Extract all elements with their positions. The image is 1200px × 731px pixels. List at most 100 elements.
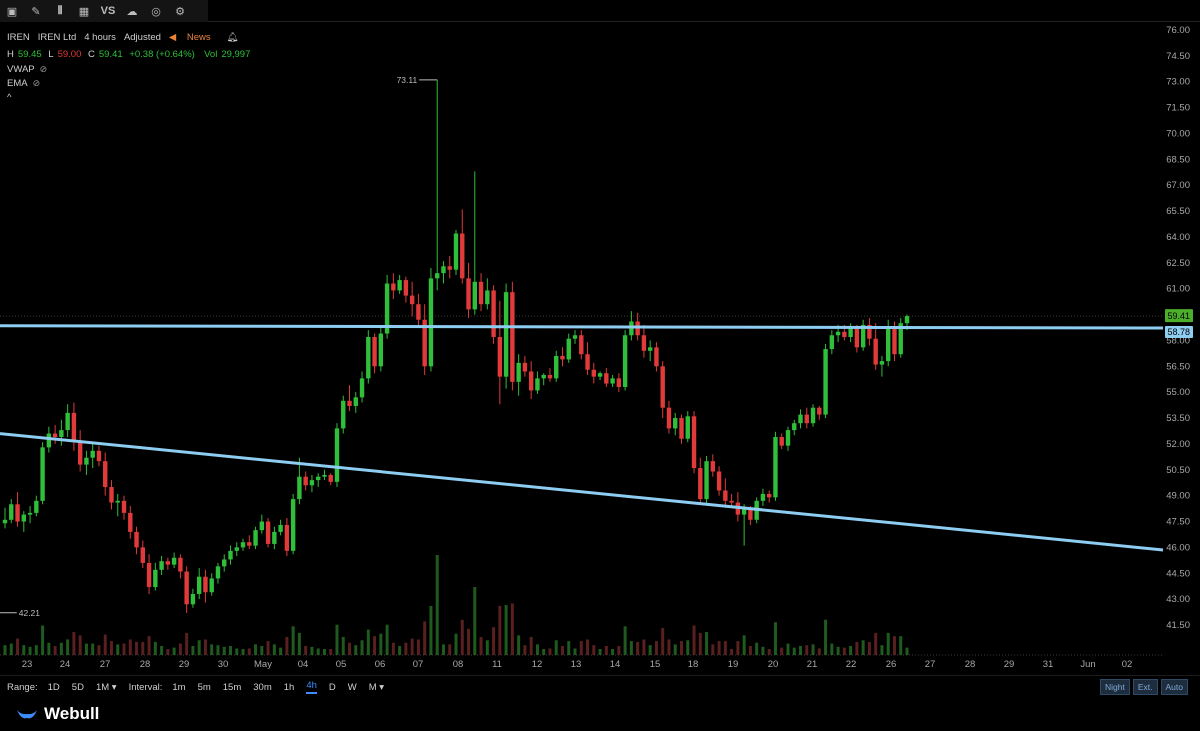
volume-bar: [529, 636, 533, 655]
volume-bar: [172, 647, 176, 655]
alert-bell-icon[interactable]: 🔔︎: [226, 31, 239, 43]
last-price-tag: [1165, 309, 1193, 323]
candle-body: [604, 373, 609, 384]
candle-body: [272, 531, 277, 544]
mode-auto[interactable]: Auto: [1160, 679, 1188, 695]
range-label: Range:: [7, 681, 38, 693]
range-5d[interactable]: 5D: [71, 681, 84, 693]
mode-night[interactable]: Night: [1100, 679, 1130, 695]
settings-icon[interactable]: ⚙: [175, 5, 185, 18]
volume-bar: [9, 643, 13, 655]
ticker-symbol[interactable]: IREN: [7, 31, 30, 43]
candle-body: [497, 336, 503, 377]
volume-bar: [153, 641, 157, 655]
candle-body: [842, 331, 847, 337]
candle-body: [284, 524, 290, 551]
draw-pencil-icon[interactable]: ✎: [31, 5, 41, 18]
range-1m[interactable]: 1M ▾: [95, 681, 117, 693]
y-tick-label: 61.00: [1166, 284, 1190, 295]
volume-bar: [203, 639, 207, 655]
compare-icon[interactable]: VS: [100, 5, 116, 17]
volume-bar: [560, 645, 564, 655]
volume-bar: [761, 646, 765, 655]
volume-bar: [680, 641, 683, 655]
cloud-icon[interactable]: ☁: [126, 5, 138, 18]
volume-bar: [410, 638, 414, 655]
y-tick-label: 58.00: [1166, 335, 1190, 346]
volume-bar: [322, 649, 326, 655]
layout-grid-icon[interactable]: ▦: [78, 5, 90, 18]
volume-bar: [654, 641, 658, 655]
interval-1h[interactable]: 1h: [283, 681, 295, 693]
candle-style-icon[interactable]: ⫴: [57, 4, 63, 17]
x-tick-label: Jun: [1080, 659, 1095, 670]
candle-body: [835, 331, 841, 336]
candle-body: [460, 233, 465, 279]
y-tick-label: 55.00: [1166, 387, 1190, 398]
indicator-vwap[interactable]: VWAP ⊘: [7, 62, 254, 76]
collapse-indicators-toggle[interactable]: ^: [7, 90, 254, 104]
volume-bar: [467, 628, 471, 655]
y-tick-label: 47.50: [1166, 517, 1190, 528]
volume-bar: [91, 643, 95, 655]
volume-bar: [122, 643, 126, 655]
interval-30m[interactable]: 30m: [253, 681, 272, 693]
candle-body: [503, 292, 509, 377]
target-icon[interactable]: ◎: [151, 5, 161, 18]
candle-body: [52, 433, 58, 438]
volume-bar: [874, 632, 878, 655]
candle-body: [892, 328, 897, 355]
ohlc-readout: H 59.45 L 59.00 C 59.41 +0.38 (+0.64%) Vol 2…: [7, 49, 254, 62]
candle-body: [766, 493, 772, 498]
candle-body: [641, 335, 647, 351]
volume-bar: [799, 645, 803, 655]
adjusted-label[interactable]: Adjusted: [123, 31, 161, 43]
volume-bar: [435, 555, 439, 655]
volume-bar: [460, 619, 464, 655]
interval-5m[interactable]: 5m: [197, 681, 211, 693]
candle-body: [409, 295, 415, 305]
volume-bar: [755, 642, 759, 655]
volume-bar: [535, 644, 539, 655]
candle-body: [228, 550, 233, 560]
candle-body: [860, 324, 866, 348]
interval-4h[interactable]: 4h: [306, 680, 317, 694]
hidden-eye-icon[interactable]: ⊘: [32, 77, 41, 88]
interval-w[interactable]: W: [347, 681, 357, 693]
volume-bar: [373, 636, 377, 655]
x-tick-label: 23: [22, 659, 33, 670]
volume-bar: [241, 649, 245, 655]
interval-15m[interactable]: 15m: [222, 681, 242, 693]
interval-m[interactable]: M ▾: [368, 681, 385, 693]
mode-ext[interactable]: Ext.: [1132, 679, 1158, 695]
volume-bar: [191, 645, 195, 655]
candle-body: [322, 474, 327, 477]
candle-body: [203, 576, 208, 593]
news-toggle[interactable]: ◀ News: [169, 32, 219, 43]
low-value: 59.00: [57, 49, 82, 60]
volume-bar: [297, 632, 301, 655]
x-tick-label: 31: [1043, 659, 1054, 670]
volume-bar: [379, 633, 383, 655]
volume-bar: [260, 645, 264, 655]
y-tick-label: 50.50: [1166, 465, 1190, 476]
chart-type-icon[interactable]: ▣: [6, 5, 18, 18]
candle-body: [710, 461, 716, 472]
hidden-eye-icon[interactable]: ⊘: [39, 63, 48, 74]
interval-d[interactable]: D: [328, 681, 336, 693]
candle-body: [647, 347, 653, 351]
price-chart[interactable]: 76.00 74.50 73.00 71.50 70.00 68.50 67.00 65.50…: [0, 0, 1200, 675]
candle-body: [9, 504, 14, 520]
indicator-ema[interactable]: EMA ⊘: [7, 76, 254, 90]
volume-bar: [354, 645, 358, 655]
range-1d[interactable]: 1D: [47, 681, 60, 693]
volume-bar: [197, 640, 201, 655]
volume-bar: [291, 626, 295, 655]
interval-1m[interactable]: 1m: [172, 681, 186, 693]
x-tick-label: 13: [571, 659, 582, 670]
candle-body: [741, 509, 747, 515]
trendline-support: [0, 432, 1164, 552]
candle-body: [898, 323, 903, 355]
interval-label[interactable]: 4 hours: [84, 31, 116, 43]
candle-body: [428, 278, 434, 367]
